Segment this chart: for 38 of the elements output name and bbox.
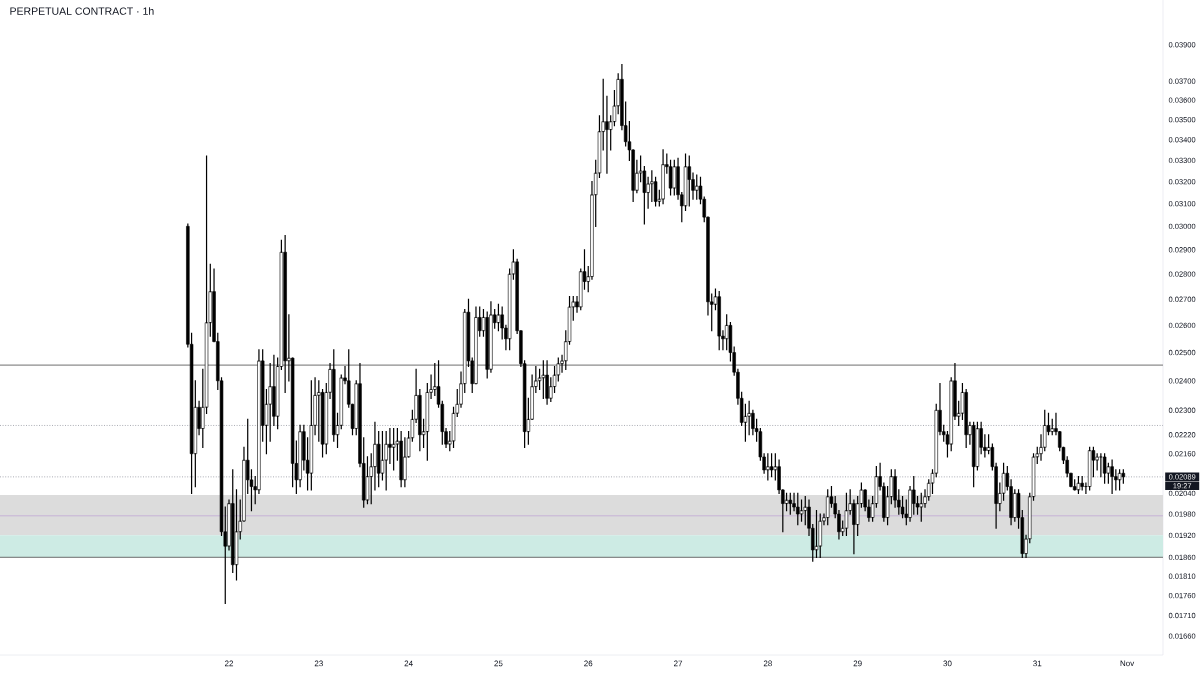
candlestick [283, 235, 287, 394]
x-tick-label: 25 [494, 660, 503, 667]
x-tick-label: 22 [224, 660, 234, 667]
candlestick [1080, 475, 1084, 491]
x-tick-label: 23 [314, 660, 323, 667]
x-tick-label: 29 [853, 660, 862, 667]
candlestick [399, 431, 403, 488]
x-tick-label: 30 [943, 660, 952, 667]
candlestick [818, 513, 822, 558]
candlestick [384, 431, 388, 491]
candlestick [766, 453, 770, 481]
x-tick-label: 27 [674, 660, 683, 667]
candlestick [844, 492, 849, 536]
candlestick [1076, 475, 1081, 494]
candlestick [391, 427, 396, 471]
x-tick-label: 28 [763, 660, 772, 667]
candlestick [1110, 459, 1114, 494]
candlestick [788, 492, 793, 515]
candlestick [826, 489, 830, 526]
x-tick-label: 31 [1033, 660, 1042, 667]
text: PERPETUAL CONTRACT · 1h [10, 7, 154, 15]
candlestick [687, 155, 691, 207]
x-tick-label: 26 [584, 660, 593, 667]
candlestick [919, 492, 923, 522]
x-tick-label: 24 [404, 660, 413, 667]
candlestick [1117, 469, 1122, 491]
candlestick [1087, 446, 1092, 491]
candlestick [661, 149, 665, 205]
candlestick [309, 380, 314, 491]
candlestick [1102, 453, 1107, 484]
candlestick [545, 360, 549, 405]
candlestick [814, 510, 819, 558]
candlestick [496, 303, 501, 332]
candlestick [769, 453, 774, 478]
x-tick-label: Nov [1120, 660, 1135, 667]
candlestick [653, 176, 658, 207]
candlestick [796, 492, 800, 526]
candlestick [717, 291, 721, 351]
